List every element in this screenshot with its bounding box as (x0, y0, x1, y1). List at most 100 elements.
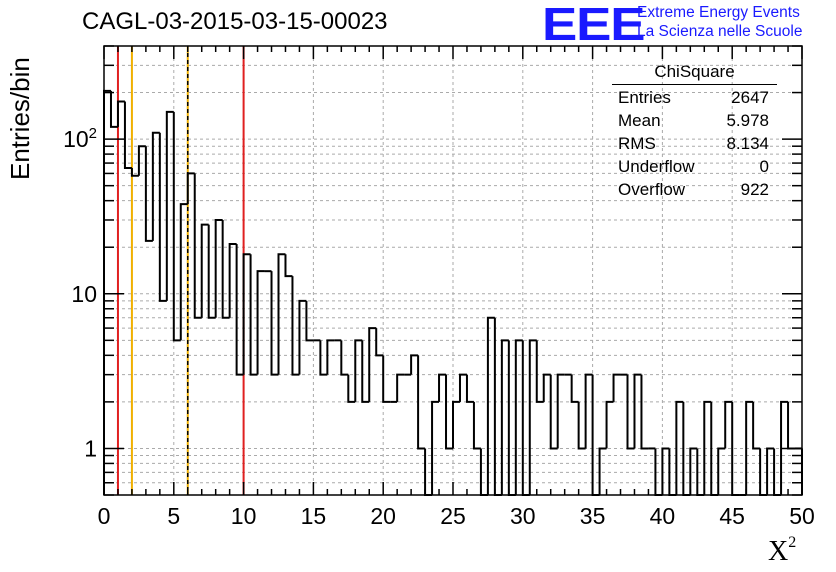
histogram-bin (109, 90, 118, 128)
histogram-bin (689, 447, 698, 495)
histogram-bin (368, 327, 377, 402)
histogram-bin (277, 253, 286, 375)
histogram-bin (472, 401, 481, 450)
histogram-bin (214, 218, 223, 318)
stats-row: RMS 8.134 (612, 132, 777, 155)
histogram-bin (438, 373, 447, 402)
histogram-bin (256, 270, 265, 375)
x-tick-label: 0 (98, 503, 111, 529)
histogram-bin (780, 400, 789, 495)
histogram-bin (675, 400, 684, 495)
x-tick-label: 35 (580, 503, 606, 529)
histogram-bin (130, 168, 139, 177)
y-tick-label: 1 (84, 435, 97, 461)
histogram-bin (486, 316, 495, 495)
histogram-bin (605, 400, 614, 449)
logo-line-2: La Scienza nelle Scuole (637, 23, 803, 40)
y-tick-label: 10 (71, 281, 97, 307)
histogram-bin (354, 339, 363, 402)
stats-value: 5.978 (726, 111, 769, 130)
histogram-bin (172, 111, 181, 342)
stats-value: 8.134 (726, 134, 769, 153)
stats-row: Overflow 922 (612, 178, 777, 201)
stats-row: Underflow 0 (612, 155, 777, 178)
axes: 0 5 10 15 20 25 30 35 40 45 50 1 10 102 (63, 45, 815, 529)
histogram-bin (116, 100, 125, 127)
histogram-bin (452, 400, 460, 449)
histogram-bin (242, 253, 251, 375)
run-title: CAGL-03-2015-03-15-00023 (82, 8, 388, 35)
histogram-bin (417, 355, 426, 450)
stats-rows: Entries 2647 Mean 5.978 RMS 8.134 Underflow 0 Ov… (612, 86, 777, 201)
stats-label: RMS (618, 134, 656, 153)
histogram-bin (787, 401, 796, 450)
histogram-bin (514, 339, 523, 495)
histogram-bin (535, 340, 544, 403)
histogram-bin (382, 355, 391, 403)
histogram-bin (221, 219, 230, 319)
histogram-bin (542, 373, 551, 402)
histogram-bin (137, 145, 146, 176)
histogram-bin (179, 203, 188, 341)
histogram-bin (431, 400, 440, 495)
x-tick-label: 30 (510, 503, 536, 529)
stats-title: ChiSquare (612, 62, 777, 85)
histogram-bin (591, 374, 600, 496)
histogram-bin (507, 340, 516, 496)
histogram-bin (745, 400, 754, 495)
histogram-bin (612, 373, 621, 402)
histogram-bin (633, 373, 642, 449)
histogram-bin (340, 340, 349, 376)
histogram-bin (347, 374, 356, 403)
x-tick-label: 20 (370, 503, 396, 529)
histogram-bin (661, 447, 670, 495)
histogram-bin (291, 276, 300, 376)
histogram-bin (521, 340, 530, 496)
histogram-bin (375, 328, 384, 357)
histogram-bin (361, 340, 370, 403)
histogram-bin (207, 224, 216, 319)
x-tick-label: 25 (440, 503, 466, 529)
histogram-bin (640, 374, 649, 450)
histogram-bin (249, 254, 258, 376)
y-axis-label: Entries/bin (5, 57, 35, 180)
histogram-bin (228, 242, 237, 318)
histogram-bin (465, 374, 474, 403)
stats-row: Mean 5.978 (612, 109, 777, 132)
reference-lines (116, 46, 245, 495)
stats-value: 2647 (731, 88, 769, 107)
histogram-bin (151, 131, 160, 241)
x-tick-label: 15 (301, 503, 327, 529)
stats-label: Underflow (618, 157, 695, 176)
x-tick-label: 50 (789, 503, 815, 529)
histogram-bin (235, 243, 244, 376)
histogram-bin (319, 340, 328, 376)
histogram-bin (410, 354, 419, 375)
histogram-bin (626, 374, 635, 450)
histogram-bin (158, 132, 167, 302)
stats-value: 0 (759, 157, 769, 176)
histogram-bin (570, 374, 579, 403)
histogram-bin (717, 447, 726, 495)
histogram-bin (549, 374, 558, 450)
stats-label: Overflow (618, 180, 686, 199)
histogram-bin (766, 447, 775, 495)
x-tick-label: 40 (650, 503, 676, 529)
x-tick-label: 5 (167, 503, 180, 529)
histogram-bin (305, 300, 314, 342)
stats-label: Entries (618, 88, 671, 107)
histogram-bin (445, 374, 453, 450)
histogram-bin (584, 373, 593, 449)
histogram-bin (298, 299, 307, 375)
histogram-bin (193, 173, 202, 319)
stats-box: ChiSquare Entries 2647 Mean 5.978 RMS 8.134 Un… (612, 62, 777, 201)
histogram-bin (200, 223, 209, 318)
histogram-bin (500, 339, 509, 495)
histogram-bin (724, 400, 733, 449)
histogram-bin (165, 110, 174, 301)
histogram-bin (103, 89, 111, 495)
histogram-bin (396, 373, 405, 402)
histogram-bin (703, 400, 712, 495)
grid-lines (104, 46, 802, 495)
